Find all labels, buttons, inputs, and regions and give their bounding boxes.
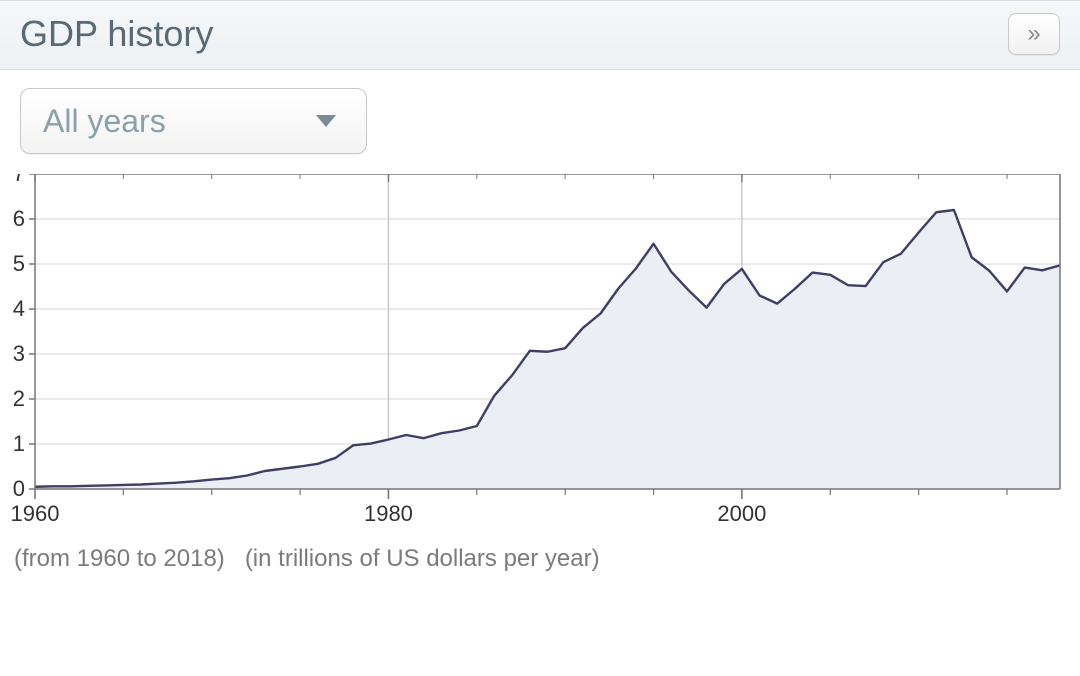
page-title: GDP history — [20, 13, 213, 55]
svg-text:1960: 1960 — [11, 501, 60, 526]
svg-text:4: 4 — [13, 296, 25, 321]
svg-text:1: 1 — [13, 431, 25, 456]
svg-text:1980: 1980 — [364, 501, 413, 526]
chevron-double-right-icon: » — [1027, 20, 1040, 48]
collapse-button[interactable]: » — [1008, 13, 1060, 55]
gdp-history-chart: 0 1 2 3 4 5 6 7 1960 1980 2000 — [0, 164, 1080, 539]
year-range-select-label: All years — [43, 103, 166, 140]
caption-range: (from 1960 to 2018) — [14, 545, 225, 572]
svg-text:7: 7 — [13, 174, 25, 186]
chart-caption: (from 1960 to 2018) (in trillions of US … — [0, 539, 1080, 573]
svg-text:2: 2 — [13, 386, 25, 411]
svg-text:2000: 2000 — [717, 501, 766, 526]
svg-text:3: 3 — [13, 341, 25, 366]
svg-text:5: 5 — [13, 251, 25, 276]
caption-units: (in trillions of US dollars per year) — [245, 545, 600, 572]
svg-text:6: 6 — [13, 206, 25, 231]
controls-row: All years — [0, 70, 1080, 164]
header-bar: GDP history » — [0, 0, 1080, 70]
chart-svg: 0 1 2 3 4 5 6 7 1960 1980 2000 — [0, 174, 1080, 534]
chevron-down-icon — [314, 113, 338, 129]
year-range-select[interactable]: All years — [20, 88, 367, 154]
svg-text:0: 0 — [13, 476, 25, 501]
